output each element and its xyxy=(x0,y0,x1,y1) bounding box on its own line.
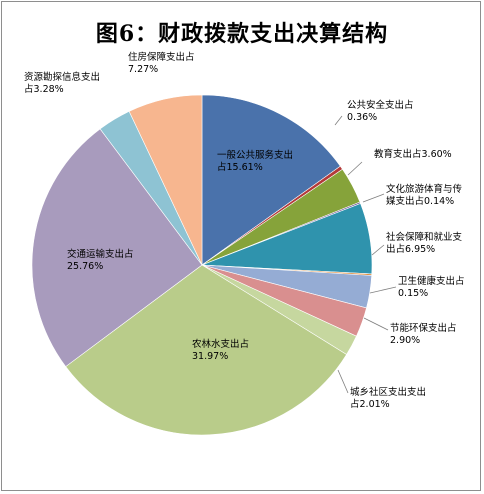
pie-slice-9 xyxy=(65,264,347,436)
label-agriculture: 农林水支出占 31.97% xyxy=(192,339,250,362)
label-transport: 交通运输支出占 25.76% xyxy=(67,249,134,272)
leader-line-2 xyxy=(362,193,385,203)
label-education: 教育支出占3.60% xyxy=(374,149,452,160)
label-culture-tourism: 文化旅游体育与传 媒支出占0.14% xyxy=(386,184,463,207)
leader-line-4 xyxy=(369,286,397,294)
pie-slice-0 xyxy=(201,94,341,266)
label-health: 卫生健康支出占 0.15% xyxy=(398,276,465,299)
label-resource-info: 资源勘探信息支出 占3.28% xyxy=(24,72,101,95)
chart-title: 图6：财政拨款支出决算结构 xyxy=(95,21,389,47)
label-housing: 住房保障支出占 7.27% xyxy=(128,52,195,75)
leader-line-1 xyxy=(347,161,363,176)
leader-line-6 xyxy=(337,369,349,394)
pie-slice-12 xyxy=(128,94,203,266)
label-energy-environment: 节能环保支出占 2.90% xyxy=(390,323,457,346)
leader-line-3 xyxy=(371,244,385,256)
label-public-safety: 公共安全支出占 0.36% xyxy=(347,100,414,123)
label-urban-rural: 城乡社区支出支出 占2.01% xyxy=(350,387,427,410)
label-general-public-service: 一般公共服务支出 占15.61% xyxy=(217,150,294,173)
pie-slice-10 xyxy=(31,128,203,367)
label-social-security: 社会保障和就业支 出占6.95% xyxy=(386,232,463,255)
leader-line-0 xyxy=(334,115,343,126)
leader-line-5 xyxy=(363,317,389,331)
